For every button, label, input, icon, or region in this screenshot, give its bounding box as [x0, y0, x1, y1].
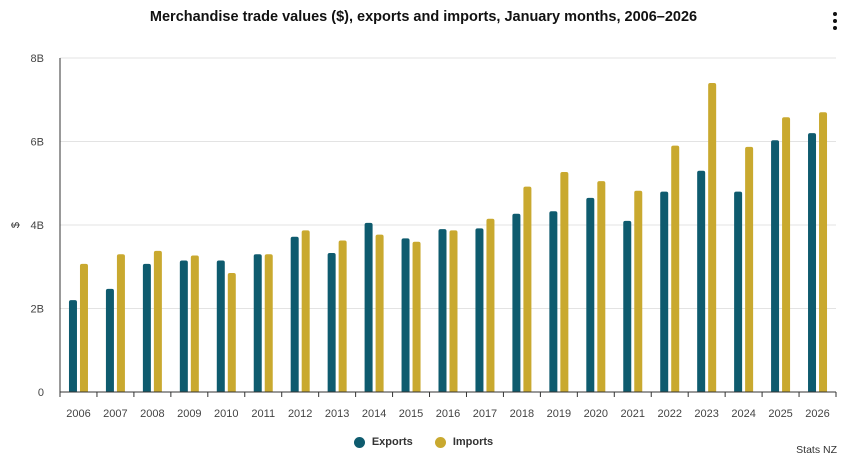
x-tick-label: 2009 — [177, 408, 201, 420]
x-tick-label: 2007 — [103, 408, 127, 420]
bar-imports-2009[interactable] — [190, 255, 199, 392]
bar-exports-2020[interactable] — [586, 197, 595, 392]
chart: 0 2B 4B 6B 8B $ 2006 2007 2008 2009 2010 2011 2012… — [10, 53, 837, 420]
x-tick-label: 2014 — [362, 408, 386, 420]
y-tick-label: 8B — [31, 53, 44, 65]
x-tick-label: 2024 — [731, 408, 755, 420]
bar-imports-2018[interactable] — [523, 186, 532, 392]
bar-imports-2007[interactable] — [116, 254, 125, 392]
bar-imports-2008[interactable] — [153, 250, 162, 392]
legend-label-imports: Imports — [452, 436, 494, 448]
more-options-icon[interactable] — [828, 10, 842, 32]
chart-title: Merchandise trade values ($), exports an… — [149, 9, 698, 25]
y-axis: 0 2B 4B 6B 8B — [31, 53, 61, 399]
bar-imports-2012[interactable] — [301, 230, 310, 392]
legend-item-imports[interactable]: Imports — [434, 436, 494, 448]
x-tick-label: 2023 — [694, 408, 718, 420]
bar-exports-2025[interactable] — [771, 140, 780, 392]
bar-exports-2013[interactable] — [327, 252, 336, 392]
y-tick-label: 2B — [31, 304, 44, 316]
gridlines — [60, 57, 836, 309]
bar-exports-2021[interactable] — [623, 220, 632, 392]
x-tick-label: 2019 — [547, 408, 571, 420]
x-tick-label: 2010 — [214, 408, 238, 420]
x-tick-label: 2013 — [325, 408, 349, 420]
bar-exports-2008[interactable] — [142, 263, 151, 392]
bar-imports-2022[interactable] — [671, 145, 680, 392]
legend-item-exports[interactable]: Exports — [353, 436, 413, 448]
x-tick-label: 2025 — [768, 408, 792, 420]
bar-exports-2018[interactable] — [512, 213, 521, 392]
bar-imports-2010[interactable] — [227, 273, 236, 392]
bar-imports-2023[interactable] — [708, 83, 717, 393]
bar-exports-2026[interactable] — [808, 133, 817, 392]
bar-imports-2017[interactable] — [486, 218, 495, 392]
x-tick-label: 2020 — [584, 408, 608, 420]
x-tick-label: 2022 — [657, 408, 681, 420]
bar-exports-2022[interactable] — [660, 191, 669, 392]
x-tick-label: 2011 — [251, 408, 275, 420]
bar-exports-2009[interactable] — [179, 260, 188, 392]
source-credit: Stats NZ — [796, 444, 837, 456]
bar-exports-2017[interactable] — [475, 228, 484, 392]
bar-imports-2015[interactable] — [412, 241, 421, 392]
bar-imports-2011[interactable] — [264, 254, 273, 392]
bar-imports-2013[interactable] — [338, 240, 347, 392]
y-tick-label: 6B — [31, 137, 44, 149]
bar-exports-2006[interactable] — [68, 300, 77, 392]
y-axis-title: $ — [10, 222, 22, 228]
y-tick-label: 0 — [38, 387, 44, 399]
legend-label-exports: Exports — [371, 436, 413, 448]
bar-imports-2026[interactable] — [819, 112, 828, 393]
x-tick-label: 2015 — [399, 408, 423, 420]
y-tick-label: 4B — [31, 220, 44, 232]
bar-imports-2025[interactable] — [782, 117, 791, 392]
bar-imports-2021[interactable] — [634, 190, 643, 392]
bar-imports-2019[interactable] — [560, 171, 569, 392]
imports-swatch — [434, 436, 446, 448]
x-axis: 2006 2007 2008 2009 2010 2011 2012 2013 2014 2015… — [59, 391, 837, 420]
x-tick-label: 2026 — [805, 408, 829, 420]
bar-imports-2020[interactable] — [597, 181, 606, 392]
exports-swatch — [353, 436, 365, 448]
bar-imports-2014[interactable] — [375, 234, 384, 392]
bar-exports-2014[interactable] — [364, 222, 373, 392]
bar-exports-2019[interactable] — [549, 211, 558, 392]
bar-imports-2024[interactable] — [745, 146, 754, 392]
x-tick-label: 2021 — [621, 408, 645, 420]
bar-exports-2016[interactable] — [438, 229, 447, 392]
x-tick-label: 2012 — [288, 408, 312, 420]
bar-exports-2010[interactable] — [216, 260, 225, 392]
bar-exports-2007[interactable] — [105, 288, 114, 392]
bar-imports-2006[interactable] — [79, 263, 88, 392]
bars — [68, 83, 828, 393]
x-tick-label: 2017 — [473, 408, 497, 420]
bar-imports-2016[interactable] — [449, 230, 458, 392]
legend: Exports Imports — [0, 436, 847, 448]
x-tick-label: 2016 — [436, 408, 460, 420]
x-tick-label: 2018 — [510, 408, 534, 420]
bar-exports-2015[interactable] — [401, 238, 410, 392]
bar-exports-2024[interactable] — [734, 191, 743, 392]
x-tick-label: 2008 — [140, 408, 164, 420]
bar-exports-2011[interactable] — [253, 254, 262, 392]
bar-exports-2012[interactable] — [290, 236, 299, 392]
bar-exports-2023[interactable] — [697, 170, 706, 392]
x-tick-label: 2006 — [66, 408, 90, 420]
